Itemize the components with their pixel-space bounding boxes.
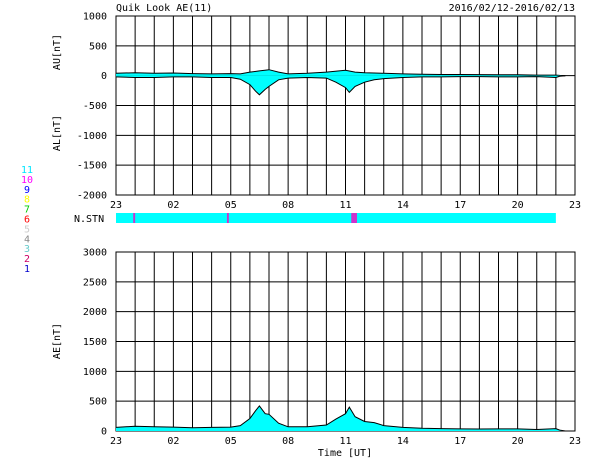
station-count-6: 6 <box>24 215 30 226</box>
station-count-7: 7 <box>24 205 30 216</box>
x-tick-label: 08 <box>282 436 294 447</box>
station-count-9: 9 <box>24 185 30 196</box>
station-count-10: 10 <box>21 175 33 186</box>
y-tick-label: 1000 <box>83 367 107 378</box>
date-range: 2016/02/12-2016/02/13 <box>449 3 575 14</box>
y-tick-label: -500 <box>83 101 107 112</box>
y-tick-label: 1500 <box>83 337 107 348</box>
x-tick-label: 23 <box>110 200 122 211</box>
x-tick-label: 14 <box>397 436 409 447</box>
ae-y-tick-labels: 3000 2500 2000 1500 1000 500 0 <box>83 248 107 438</box>
x-tick-label: 14 <box>397 200 409 211</box>
y-tick-label: 3000 <box>83 248 107 259</box>
nstn-label: N.STN <box>74 214 104 225</box>
y-tick-label: 500 <box>89 41 107 52</box>
station-count-1: 1 <box>24 264 30 275</box>
nstn-segment <box>351 213 357 223</box>
nstn-segment <box>226 213 229 223</box>
x-tick-label: 11 <box>339 200 351 211</box>
y-tick-label: -2000 <box>77 191 107 202</box>
series-fill-au <box>116 69 566 76</box>
au-al-panel: 1000 500 0 -500 -1000 -1500 -2000 23 02 05 08 11 14… <box>52 12 581 212</box>
x-tick-label: 05 <box>225 436 237 447</box>
figure-title: Quik Look AE(11) <box>116 3 212 14</box>
nstn-segment <box>116 213 556 223</box>
ae-x-tick-labels: 23 02 05 08 11 14 17 20 23 <box>110 436 581 447</box>
au-axis-label: AU[nT] <box>52 34 63 70</box>
series-fill-al <box>116 75 566 95</box>
au-al-series <box>115 69 566 96</box>
series-line-au <box>115 69 566 77</box>
x-tick-label: 02 <box>167 200 179 211</box>
x-tick-label: 17 <box>454 200 466 211</box>
al-axis-label: AL[nT] <box>52 115 63 151</box>
x-tick-label: 23 <box>569 200 581 211</box>
time-axis-label: Time [UT] <box>318 448 372 459</box>
x-tick-label: 20 <box>512 200 524 211</box>
ae-grid <box>115 251 576 432</box>
y-tick-label: 2000 <box>83 307 107 318</box>
x-tick-label: 17 <box>454 436 466 447</box>
series-line-ae <box>115 405 566 432</box>
y-tick-label: 500 <box>89 397 107 408</box>
x-tick-label: 23 <box>569 436 581 447</box>
station-count-11: 11 <box>21 165 33 176</box>
au-al-y-tick-labels: 1000 500 0 -500 -1000 -1500 -2000 <box>77 12 107 202</box>
y-tick-label: 0 <box>101 71 107 82</box>
nstn-segments <box>116 213 556 223</box>
au-al-x-tick-labels: 23 02 05 08 11 14 17 20 23 <box>110 200 581 211</box>
nstn-segment <box>133 213 136 223</box>
station-count-bar: N.STN <box>74 213 556 225</box>
station-count-3: 3 <box>24 244 30 255</box>
x-tick-label: 20 <box>512 436 524 447</box>
y-tick-label: -1000 <box>77 131 107 142</box>
y-tick-label: 1000 <box>83 12 107 23</box>
series-fill-ae <box>116 405 566 431</box>
plot-frame <box>115 15 576 196</box>
ae-series <box>115 405 566 432</box>
x-tick-label: 11 <box>339 436 351 447</box>
y-tick-label: 2500 <box>83 277 107 288</box>
station-count-2: 2 <box>24 254 30 265</box>
station-count-8: 8 <box>24 195 30 206</box>
ae-axis-label: AE[nT] <box>52 323 63 359</box>
x-tick-label: 05 <box>225 200 237 211</box>
au-al-grid <box>115 15 576 196</box>
station-count-4: 4 <box>24 234 30 245</box>
station-count-5: 5 <box>24 224 30 235</box>
x-tick-label: 08 <box>282 200 294 211</box>
series-line-al <box>115 75 566 96</box>
x-tick-label: 23 <box>110 436 122 447</box>
x-tick-label: 02 <box>167 436 179 447</box>
y-tick-label: 0 <box>101 427 107 438</box>
y-tick-label: -1500 <box>77 161 107 172</box>
